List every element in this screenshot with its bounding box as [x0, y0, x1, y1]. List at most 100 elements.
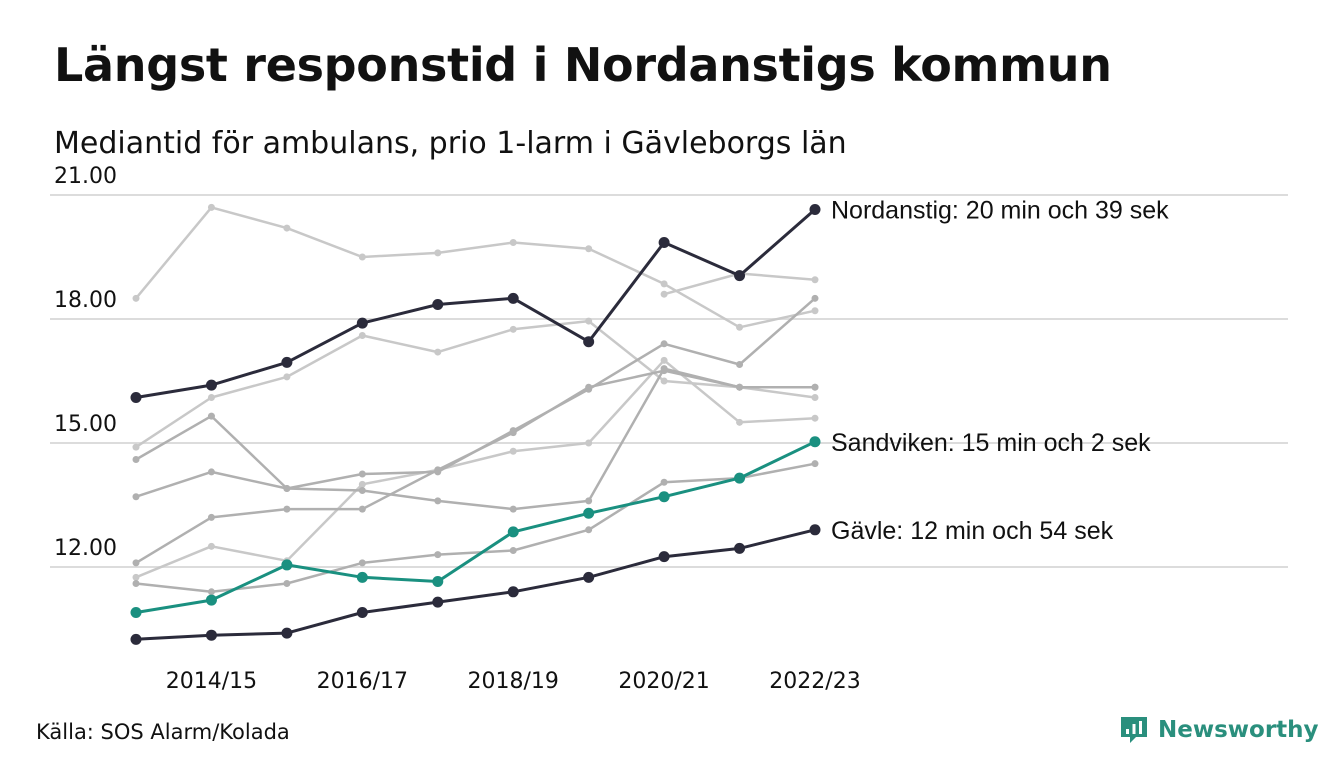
- data-point: [283, 224, 291, 232]
- data-point: [660, 478, 668, 486]
- data-point: [658, 551, 670, 563]
- data-point: [736, 418, 744, 426]
- data-point: [434, 551, 442, 559]
- data-point: [583, 571, 595, 583]
- data-point: [660, 377, 668, 385]
- data-point: [281, 356, 293, 368]
- brand-name: Newsworthy: [1158, 717, 1319, 743]
- data-point: [434, 466, 442, 474]
- data-point: [358, 559, 366, 567]
- series-line: [134, 528, 817, 641]
- data-point: [132, 580, 140, 588]
- series-annotation: Gävle: 12 min och 54 sek: [831, 517, 1114, 545]
- line-chart: 12.00 15.00 18.00 21.00 2014/15 2016/17 2018/1…: [50, 164, 1288, 694]
- data-point: [585, 439, 593, 447]
- data-point: [205, 379, 217, 391]
- data-point: [734, 270, 746, 282]
- series-line: [134, 440, 817, 614]
- data-point: [507, 586, 519, 598]
- data-point: [207, 588, 215, 596]
- data-point: [356, 606, 368, 618]
- data-point: [358, 470, 366, 478]
- y-tick-label: 21.00: [54, 164, 117, 189]
- data-point: [509, 325, 517, 333]
- data-point: [811, 394, 819, 402]
- data-point: [434, 497, 442, 505]
- source-note: Källa: SOS Alarm/Kolada: [36, 720, 290, 744]
- data-point: [585, 383, 593, 391]
- data-point: [809, 436, 821, 448]
- data-point: [132, 493, 140, 501]
- data-point: [207, 513, 215, 521]
- data-point: [660, 290, 668, 298]
- y-tick-label: 12.00: [54, 536, 117, 561]
- data-point: [509, 239, 517, 247]
- x-tick-label: 2020/21: [618, 669, 709, 694]
- data-point: [585, 317, 593, 325]
- series-annotation: Nordanstig: 20 min och 39 sek: [831, 196, 1169, 224]
- data-point: [432, 596, 444, 608]
- data-point: [358, 505, 366, 513]
- data-point: [358, 487, 366, 495]
- series-line: [134, 369, 817, 565]
- data-point: [132, 559, 140, 567]
- data-point: [809, 524, 821, 536]
- data-point: [658, 237, 670, 249]
- newsworthy-logo-icon: [1121, 717, 1147, 743]
- data-point: [432, 299, 444, 311]
- data-point: [811, 294, 819, 302]
- series-line: [134, 359, 817, 579]
- x-tick-label: 2016/17: [317, 669, 408, 694]
- y-tick-label: 15.00: [54, 412, 117, 437]
- data-point: [358, 480, 366, 488]
- y-tick-label: 18.00: [54, 288, 117, 313]
- data-point: [207, 203, 215, 211]
- series-annotation: Sandviken: 15 min och 2 sek: [831, 429, 1151, 457]
- data-point: [132, 294, 140, 302]
- data-point: [283, 580, 291, 588]
- data-point: [583, 336, 595, 348]
- x-tick-label: 2014/15: [166, 669, 257, 694]
- data-point: [358, 253, 366, 261]
- data-point: [130, 392, 142, 404]
- data-point: [356, 317, 368, 329]
- data-point: [736, 383, 744, 391]
- data-point: [132, 456, 140, 464]
- data-point: [434, 348, 442, 356]
- data-point: [283, 373, 291, 381]
- series-line: [134, 319, 817, 449]
- data-point: [130, 606, 142, 618]
- data-point: [658, 491, 670, 503]
- data-point: [281, 559, 293, 571]
- data-point: [509, 505, 517, 513]
- data-point: [509, 429, 517, 437]
- series-line: [134, 206, 817, 329]
- data-point: [811, 414, 819, 422]
- data-point: [811, 460, 819, 468]
- data-point: [358, 332, 366, 340]
- data-point: [734, 542, 746, 554]
- data-point: [585, 497, 593, 505]
- data-point: [660, 367, 668, 375]
- data-point: [507, 292, 519, 304]
- data-point: [660, 340, 668, 348]
- data-point: [356, 571, 368, 583]
- x-tick-label: 2018/19: [468, 669, 559, 694]
- data-point: [736, 360, 744, 368]
- brand-logo: Newsworthy: [1118, 712, 1319, 748]
- data-point: [283, 505, 291, 513]
- chart-subtitle: Mediantid för ambulans, prio 1-larm i Gä…: [54, 126, 847, 161]
- data-point: [132, 573, 140, 581]
- data-point: [734, 472, 746, 484]
- series-line: [134, 208, 817, 399]
- data-point: [585, 245, 593, 253]
- data-point: [207, 542, 215, 550]
- data-point: [811, 307, 819, 315]
- data-point: [283, 484, 291, 492]
- data-point: [660, 356, 668, 364]
- data-point: [434, 249, 442, 257]
- data-point: [509, 546, 517, 554]
- data-point: [205, 594, 217, 606]
- chart-title: Längst responstid i Nordanstigs kommun: [54, 38, 1112, 92]
- data-point: [811, 383, 819, 391]
